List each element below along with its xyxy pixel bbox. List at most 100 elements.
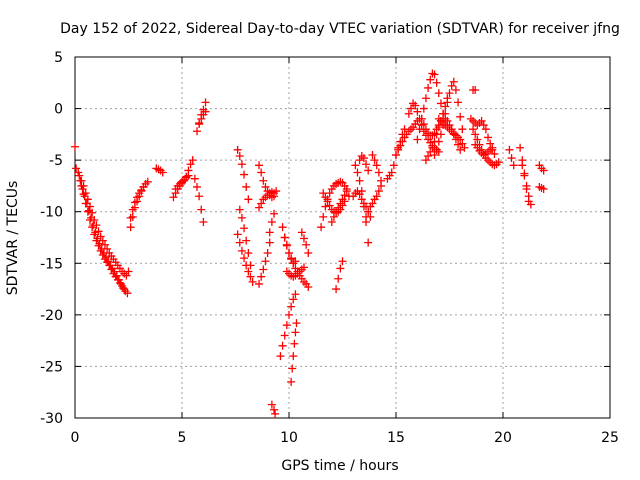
data-point [291, 257, 300, 266]
data-point [156, 166, 165, 175]
data-point [426, 75, 435, 84]
data-point [526, 200, 535, 209]
data-point [432, 145, 441, 154]
data-point [484, 133, 493, 142]
data-point [419, 127, 428, 136]
data-point [265, 228, 274, 237]
data-point [297, 228, 306, 237]
data-point [488, 143, 497, 152]
series-arc50 [535, 161, 548, 175]
data-point [509, 161, 518, 170]
data-point [340, 191, 349, 200]
data-point [336, 199, 345, 208]
data-point [460, 143, 469, 152]
data-point [120, 285, 129, 294]
data-point [85, 202, 94, 211]
data-point [197, 114, 206, 123]
data-point [321, 202, 330, 211]
data-point [430, 150, 439, 159]
data-points [71, 69, 548, 418]
data-point [186, 160, 195, 169]
data-point [169, 193, 178, 202]
data-point [289, 295, 298, 304]
data-point [190, 174, 199, 183]
data-point [248, 277, 257, 286]
series-arc49 [518, 161, 535, 209]
data-point [428, 131, 437, 140]
data-point [481, 125, 490, 134]
data-point [257, 168, 266, 177]
data-point [107, 265, 116, 274]
data-point [242, 261, 251, 270]
data-point [441, 114, 450, 123]
series-arc46 [471, 140, 497, 159]
data-point [355, 190, 364, 199]
data-point [261, 182, 270, 191]
data-point [92, 236, 101, 245]
y-tick-label: -10 [40, 205, 63, 221]
x-tick-label: 15 [387, 430, 405, 446]
data-point [473, 135, 482, 144]
data-point [240, 224, 249, 233]
data-point [419, 104, 428, 113]
data-point [85, 215, 94, 224]
data-point [539, 185, 548, 194]
data-point [524, 192, 533, 201]
data-point [75, 171, 84, 180]
data-point [332, 207, 341, 216]
data-point [244, 267, 253, 276]
series-arc13 [235, 205, 255, 270]
data-point [325, 201, 334, 210]
data-point [77, 181, 86, 190]
data-point [458, 125, 467, 134]
data-point [128, 212, 137, 221]
data-point [537, 183, 546, 192]
series-arc29 [332, 257, 347, 294]
series-arc24 [280, 233, 300, 268]
x-tick-label: 0 [71, 430, 80, 446]
data-point [332, 179, 341, 188]
data-point [490, 149, 499, 158]
data-point [94, 227, 103, 236]
data-point [447, 125, 456, 134]
x-axis-label: GPS time / hours [281, 458, 398, 474]
data-point [323, 197, 332, 206]
data-point [133, 193, 142, 202]
y-tick-label: -15 [40, 256, 63, 272]
data-point [240, 254, 249, 263]
series-arc23 [282, 263, 308, 281]
series-arc6 [152, 164, 167, 177]
data-point [287, 302, 296, 311]
data-point [430, 70, 439, 79]
data-point [261, 257, 270, 266]
data-point [152, 164, 161, 173]
data-point [105, 261, 114, 270]
data-point [430, 129, 439, 138]
data-point [98, 251, 107, 260]
series-arc43 [469, 86, 480, 95]
data-point [287, 377, 296, 386]
data-point [285, 310, 293, 319]
data-point [282, 267, 291, 276]
y-tick-label: 5 [54, 50, 63, 66]
data-point [237, 246, 246, 255]
data-point [516, 143, 525, 152]
data-point [278, 223, 287, 232]
data-point [436, 130, 445, 139]
data-point [445, 121, 454, 130]
data-point [233, 145, 242, 154]
data-point [362, 160, 371, 169]
data-point [469, 125, 478, 134]
data-point [280, 233, 289, 242]
data-point [282, 240, 291, 249]
data-point [92, 221, 101, 230]
data-point [338, 195, 347, 204]
data-point [419, 120, 428, 129]
data-point [436, 99, 445, 108]
data-point [244, 195, 253, 204]
data-point [197, 205, 206, 214]
data-point [267, 400, 276, 409]
data-point [456, 145, 465, 154]
chart-title: Day 152 of 2022, Sidereal Day-to-day VTE… [60, 21, 620, 37]
series-arc4 [126, 177, 152, 232]
